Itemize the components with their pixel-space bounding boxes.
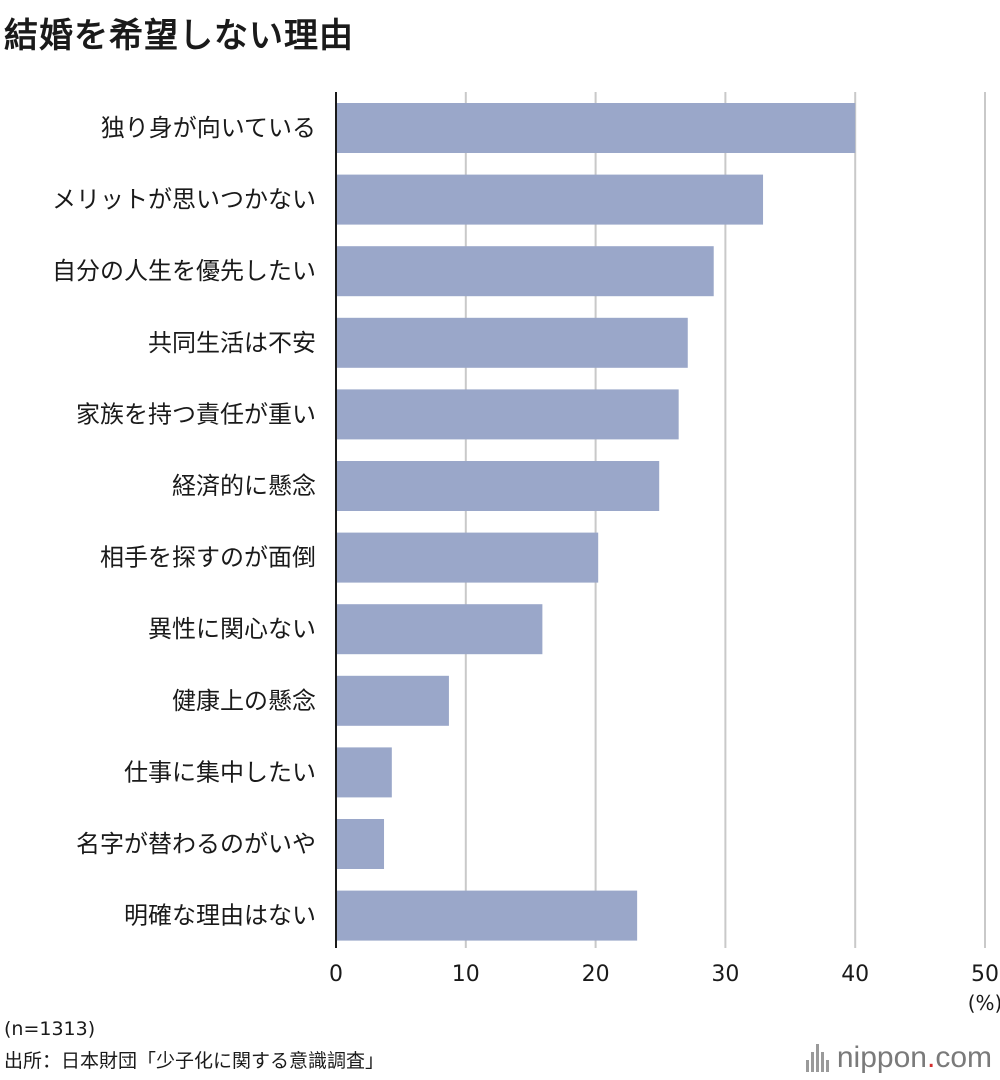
bars-logo-icon [805,1044,829,1072]
bar [336,890,638,941]
category-label: 仕事に集中したい [124,758,316,786]
brand-dot: . [926,1041,936,1074]
chart-title: 結婚を希望しない理由 [4,16,354,56]
category-label: 共同生活は不安 [148,329,316,357]
category-label: 健康上の懸念 [172,687,316,715]
x-tick-label: 10 [452,962,480,987]
category-label: 相手を探すのが面倒 [100,544,316,572]
bar [336,461,660,511]
bar [336,675,449,726]
bar [336,246,714,297]
bar [336,747,392,798]
x-unit-label: (%) [968,991,1000,1015]
x-tick-label: 0 [329,962,343,987]
nippon-com-logo: nippon.com [805,1041,992,1075]
sample-size-note: (n=1313) [4,1018,96,1040]
category-label: 独り身が向いている [101,114,316,142]
source-note: 出所：日本財団「少子化に関する意識調査」 [4,1050,385,1072]
category-label: 明確な理由はない [124,902,316,930]
bar-chart: 独り身が向いているメリットが思いつかない自分の人生を優先したい共同生活は不安家族… [52,92,1000,1015]
bar [336,819,385,869]
bar [336,604,543,655]
category-label: メリットが思いつかない [52,186,316,214]
brand-name-prefix: nippon [836,1041,927,1074]
bar [336,389,679,440]
category-label: 自分の人生を優先したい [52,257,316,285]
bar [336,174,764,225]
x-tick-label: 40 [841,962,869,987]
category-label: 名字が替わるのがいや [76,830,316,858]
category-label: 経済的に懸念 [172,472,316,500]
x-tick-label: 30 [711,962,739,987]
x-tick-label: 20 [582,962,610,987]
category-label: 異性に関心ない [148,615,316,643]
brand-name-suffix: com [935,1041,992,1074]
bar [336,317,688,368]
bar [336,103,856,153]
brand-wordmark: nippon.com [837,1041,992,1075]
bar [336,532,599,583]
x-tick-label: 50 [971,962,999,987]
category-label: 家族を持つ責任が重い [76,400,316,428]
